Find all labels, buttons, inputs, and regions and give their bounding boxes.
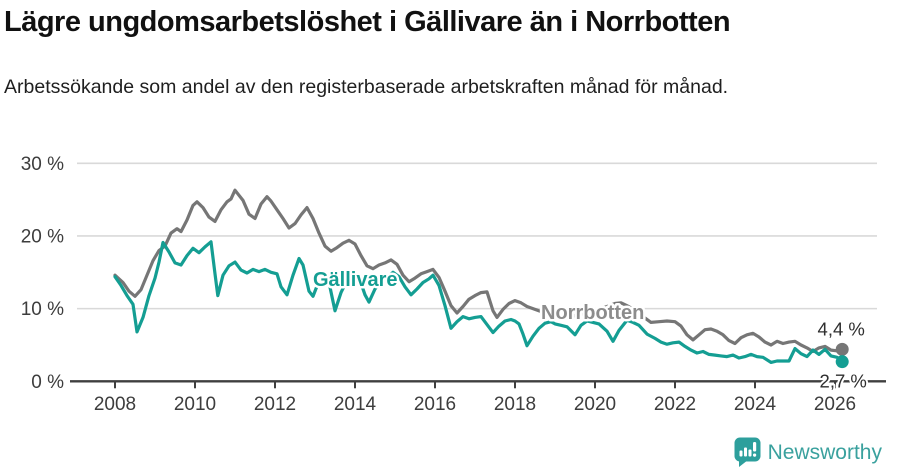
- y-axis-tick-label: 30 %: [21, 154, 64, 175]
- chart-title: Lägre ungdomsarbetslöshet i Gällivare än…: [4, 6, 731, 38]
- norrbotten-end-value-label: 4,4 %: [818, 318, 865, 339]
- x-axis-tick-label: 2012: [254, 394, 296, 415]
- x-axis-tick-label: 2020: [574, 394, 616, 415]
- x-axis-tick-label: 2018: [494, 394, 536, 415]
- gallivare-end-value-label: 2,7 %: [820, 371, 867, 392]
- x-axis-tick-label: 2016: [414, 394, 456, 415]
- newsworthy-logo-icon: [734, 437, 761, 467]
- x-axis-tick-label: 2022: [654, 394, 696, 415]
- norrbotten-line: [113, 188, 844, 354]
- x-axis-tick-label: 2010: [174, 394, 216, 415]
- y-axis-tick-label: 20 %: [21, 226, 64, 247]
- y-axis-tick-label: 10 %: [21, 299, 64, 320]
- y-axis-tick-label: 0 %: [31, 372, 64, 393]
- x-axis-tick-label: 2024: [734, 394, 777, 415]
- chart-subtitle: Arbetssökande som andel av den registerb…: [4, 76, 729, 98]
- norrbotten-end-dot: [835, 342, 849, 356]
- x-axis-tick-label: 2008: [94, 394, 136, 415]
- gallivare-end-dot: [835, 355, 849, 369]
- x-axis-tick-label: 2014: [334, 394, 377, 415]
- newsworthy-brand: Newsworthy: [734, 437, 882, 468]
- x-axis-tick-label: 2026: [814, 394, 856, 415]
- gallivare-line: [113, 240, 844, 364]
- newsworthy-brand-text: Newsworthy: [767, 440, 882, 464]
- norrbotten-series-label: Norrbotten: [541, 302, 644, 324]
- gallivare-series-label: Gällivare: [313, 269, 398, 291]
